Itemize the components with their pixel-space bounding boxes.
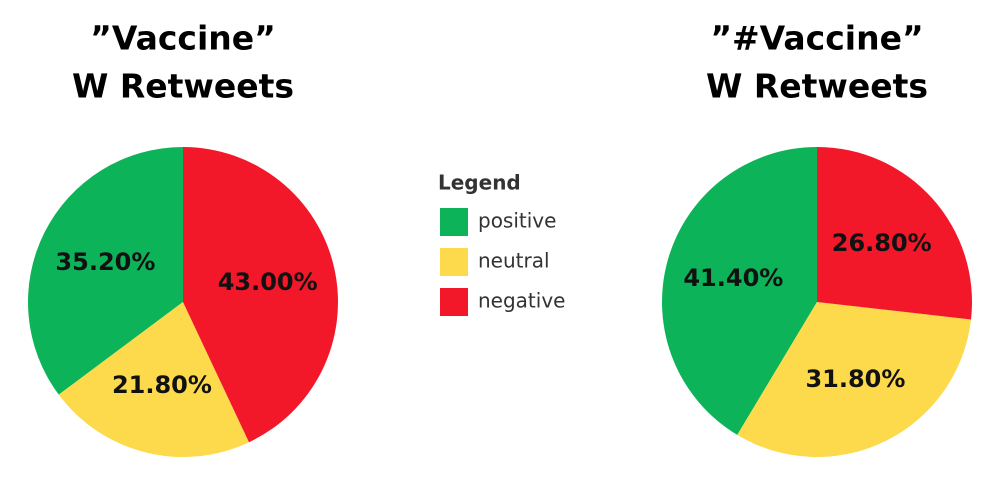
value-label: 35.20% — [55, 248, 155, 276]
legend-label: positive — [478, 209, 556, 233]
value-label: 43.00% — [218, 268, 318, 296]
value-label: 31.80% — [805, 365, 905, 393]
legend-swatch — [440, 208, 468, 236]
legend-label: negative — [478, 289, 565, 313]
pie-slice — [737, 302, 972, 457]
chart-title: ”#Vaccine” — [710, 19, 923, 58]
pie-slice — [817, 147, 972, 320]
value-label: 21.80% — [112, 371, 212, 399]
legend-swatch — [440, 248, 468, 276]
legend-title: Legend — [438, 171, 521, 195]
chart-title: ”Vaccine” — [90, 19, 276, 58]
pie-slice — [183, 147, 339, 443]
pie-slice — [662, 147, 817, 435]
pie-slice — [27, 147, 184, 395]
chart-title: W Retweets — [72, 67, 294, 106]
chart-title: W Retweets — [706, 67, 928, 106]
legend-label: neutral — [478, 249, 550, 273]
pie-slice — [58, 302, 249, 457]
value-label: 26.80% — [832, 229, 932, 257]
legend-swatch — [440, 288, 468, 316]
value-label: 41.40% — [683, 264, 783, 292]
